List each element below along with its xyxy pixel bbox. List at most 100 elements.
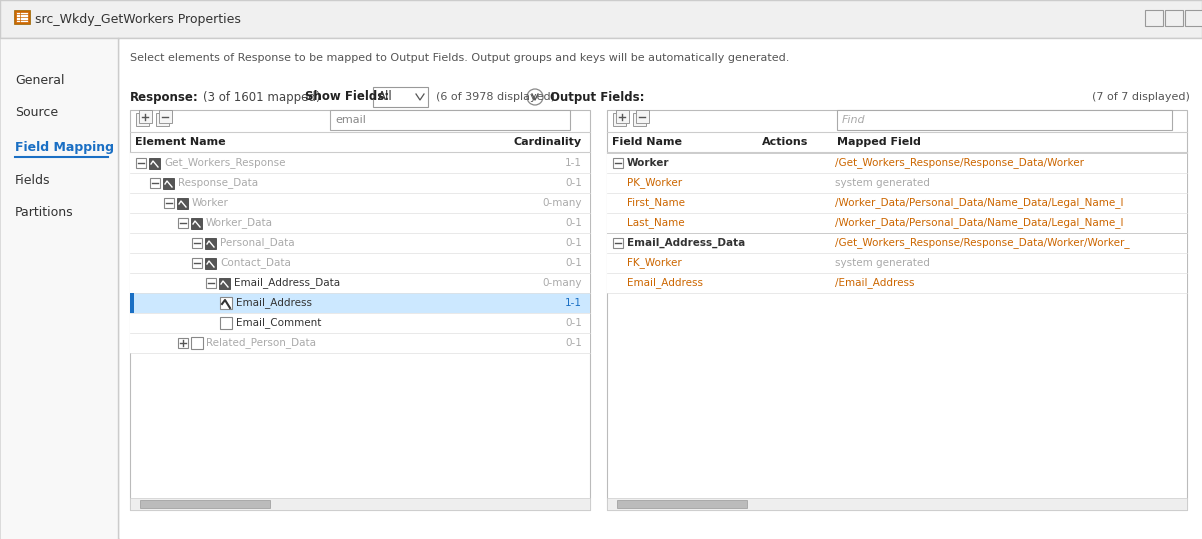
Bar <box>130 498 590 510</box>
Text: Find: Find <box>841 115 865 125</box>
Bar <box>1185 10 1202 26</box>
Bar <box>156 113 169 126</box>
Text: system generated: system generated <box>835 258 930 268</box>
Text: 0-1: 0-1 <box>565 178 582 188</box>
Text: Email_Address: Email_Address <box>627 278 703 288</box>
Bar <box>607 153 1188 173</box>
Text: src_Wkdy_GetWorkers Properties: src_Wkdy_GetWorkers Properties <box>35 12 240 25</box>
Text: Worker_Data: Worker_Data <box>206 218 273 229</box>
Text: Related_Person_Data: Related_Person_Data <box>206 337 316 348</box>
Text: PK_Worker: PK_Worker <box>627 177 682 189</box>
Bar <box>130 233 590 253</box>
Text: Email_Address: Email_Address <box>236 298 313 308</box>
Bar <box>130 273 590 293</box>
Bar <box>130 293 590 313</box>
Text: Show Fields:: Show Fields: <box>305 91 389 103</box>
Bar <box>219 278 230 289</box>
Bar <box>607 193 1188 213</box>
Circle shape <box>526 89 543 105</box>
Bar <box>0 38 118 539</box>
Bar <box>1165 10 1183 26</box>
Text: Partitions: Partitions <box>14 206 73 219</box>
Text: /Email_Address: /Email_Address <box>835 278 915 288</box>
Text: Contact_Data: Contact_Data <box>220 258 291 268</box>
Bar <box>373 87 428 107</box>
Text: General: General <box>14 73 65 86</box>
Text: All: All <box>377 91 393 103</box>
Bar <box>192 238 202 248</box>
Bar <box>191 218 202 229</box>
Text: Email_Address_Data: Email_Address_Data <box>627 238 745 248</box>
Bar <box>607 110 1188 510</box>
Bar <box>139 500 270 508</box>
Text: 0-1: 0-1 <box>565 318 582 328</box>
Text: Actions: Actions <box>762 137 809 147</box>
Bar <box>613 113 626 126</box>
Text: Email_Address_Data: Email_Address_Data <box>234 278 340 288</box>
Text: Response:: Response: <box>130 91 198 103</box>
Bar <box>178 338 188 348</box>
Text: Get_Workers_Response: Get_Workers_Response <box>163 157 286 169</box>
Bar <box>178 218 188 228</box>
Text: 0-many: 0-many <box>542 198 582 208</box>
Text: (7 of 7 displayed): (7 of 7 displayed) <box>1093 92 1190 102</box>
Bar <box>130 293 133 313</box>
Text: 0-1: 0-1 <box>565 258 582 268</box>
Bar <box>1146 10 1164 26</box>
Bar <box>220 297 232 309</box>
Bar <box>136 113 149 126</box>
Bar <box>613 158 623 168</box>
Bar <box>163 198 174 208</box>
Text: Worker: Worker <box>627 158 670 168</box>
Bar <box>159 110 172 123</box>
Text: 0-1: 0-1 <box>565 338 582 348</box>
Bar <box>0 0 1202 38</box>
Bar <box>130 333 590 353</box>
Text: 1-1: 1-1 <box>565 298 582 308</box>
Bar <box>220 317 232 329</box>
Bar <box>615 110 629 123</box>
Bar <box>177 198 188 209</box>
Bar <box>837 110 1172 130</box>
Bar <box>192 258 202 268</box>
Text: email: email <box>335 115 365 125</box>
Bar <box>633 113 645 126</box>
Bar <box>130 213 590 233</box>
Text: Source: Source <box>14 107 58 120</box>
Bar <box>163 178 174 189</box>
Bar <box>130 313 590 333</box>
Bar <box>613 238 623 248</box>
Text: (6 of 3978 displayed): (6 of 3978 displayed) <box>436 92 555 102</box>
Bar <box>607 273 1188 293</box>
Bar <box>16 12 28 22</box>
Bar <box>150 178 160 188</box>
Text: Select elements of Response to be mapped to Output Fields. Output groups and key: Select elements of Response to be mapped… <box>130 53 790 63</box>
Text: 0-1: 0-1 <box>565 238 582 248</box>
Bar <box>607 498 1188 510</box>
Bar <box>191 337 203 349</box>
Text: /Worker_Data/Personal_Data/Name_Data/Legal_Name_l: /Worker_Data/Personal_Data/Name_Data/Leg… <box>835 218 1124 229</box>
Text: Worker: Worker <box>192 198 228 208</box>
Bar <box>139 110 151 123</box>
Text: Cardinality: Cardinality <box>514 137 582 147</box>
Bar <box>130 193 590 213</box>
Bar <box>14 10 30 24</box>
Bar <box>130 153 590 173</box>
Text: Email_Comment: Email_Comment <box>236 317 321 328</box>
Bar <box>206 258 216 269</box>
Text: 1-1: 1-1 <box>565 158 582 168</box>
Bar <box>331 110 570 130</box>
Text: (3 of 1601 mapped): (3 of 1601 mapped) <box>203 91 321 103</box>
Text: Output Fields:: Output Fields: <box>551 91 644 103</box>
Bar <box>130 110 590 510</box>
Text: /Get_Workers_Response/Response_Data/Worker: /Get_Workers_Response/Response_Data/Work… <box>835 157 1084 169</box>
Text: /Worker_Data/Personal_Data/Name_Data/Legal_Name_l: /Worker_Data/Personal_Data/Name_Data/Leg… <box>835 198 1124 209</box>
Bar <box>130 173 590 193</box>
Text: Element Name: Element Name <box>135 137 226 147</box>
Bar <box>636 110 649 123</box>
Text: Response_Data: Response_Data <box>178 177 258 189</box>
Text: /Get_Workers_Response/Response_Data/Worker/Worker_: /Get_Workers_Response/Response_Data/Work… <box>835 238 1130 248</box>
Text: Personal_Data: Personal_Data <box>220 238 294 248</box>
Bar <box>607 173 1188 193</box>
Bar <box>206 278 216 288</box>
